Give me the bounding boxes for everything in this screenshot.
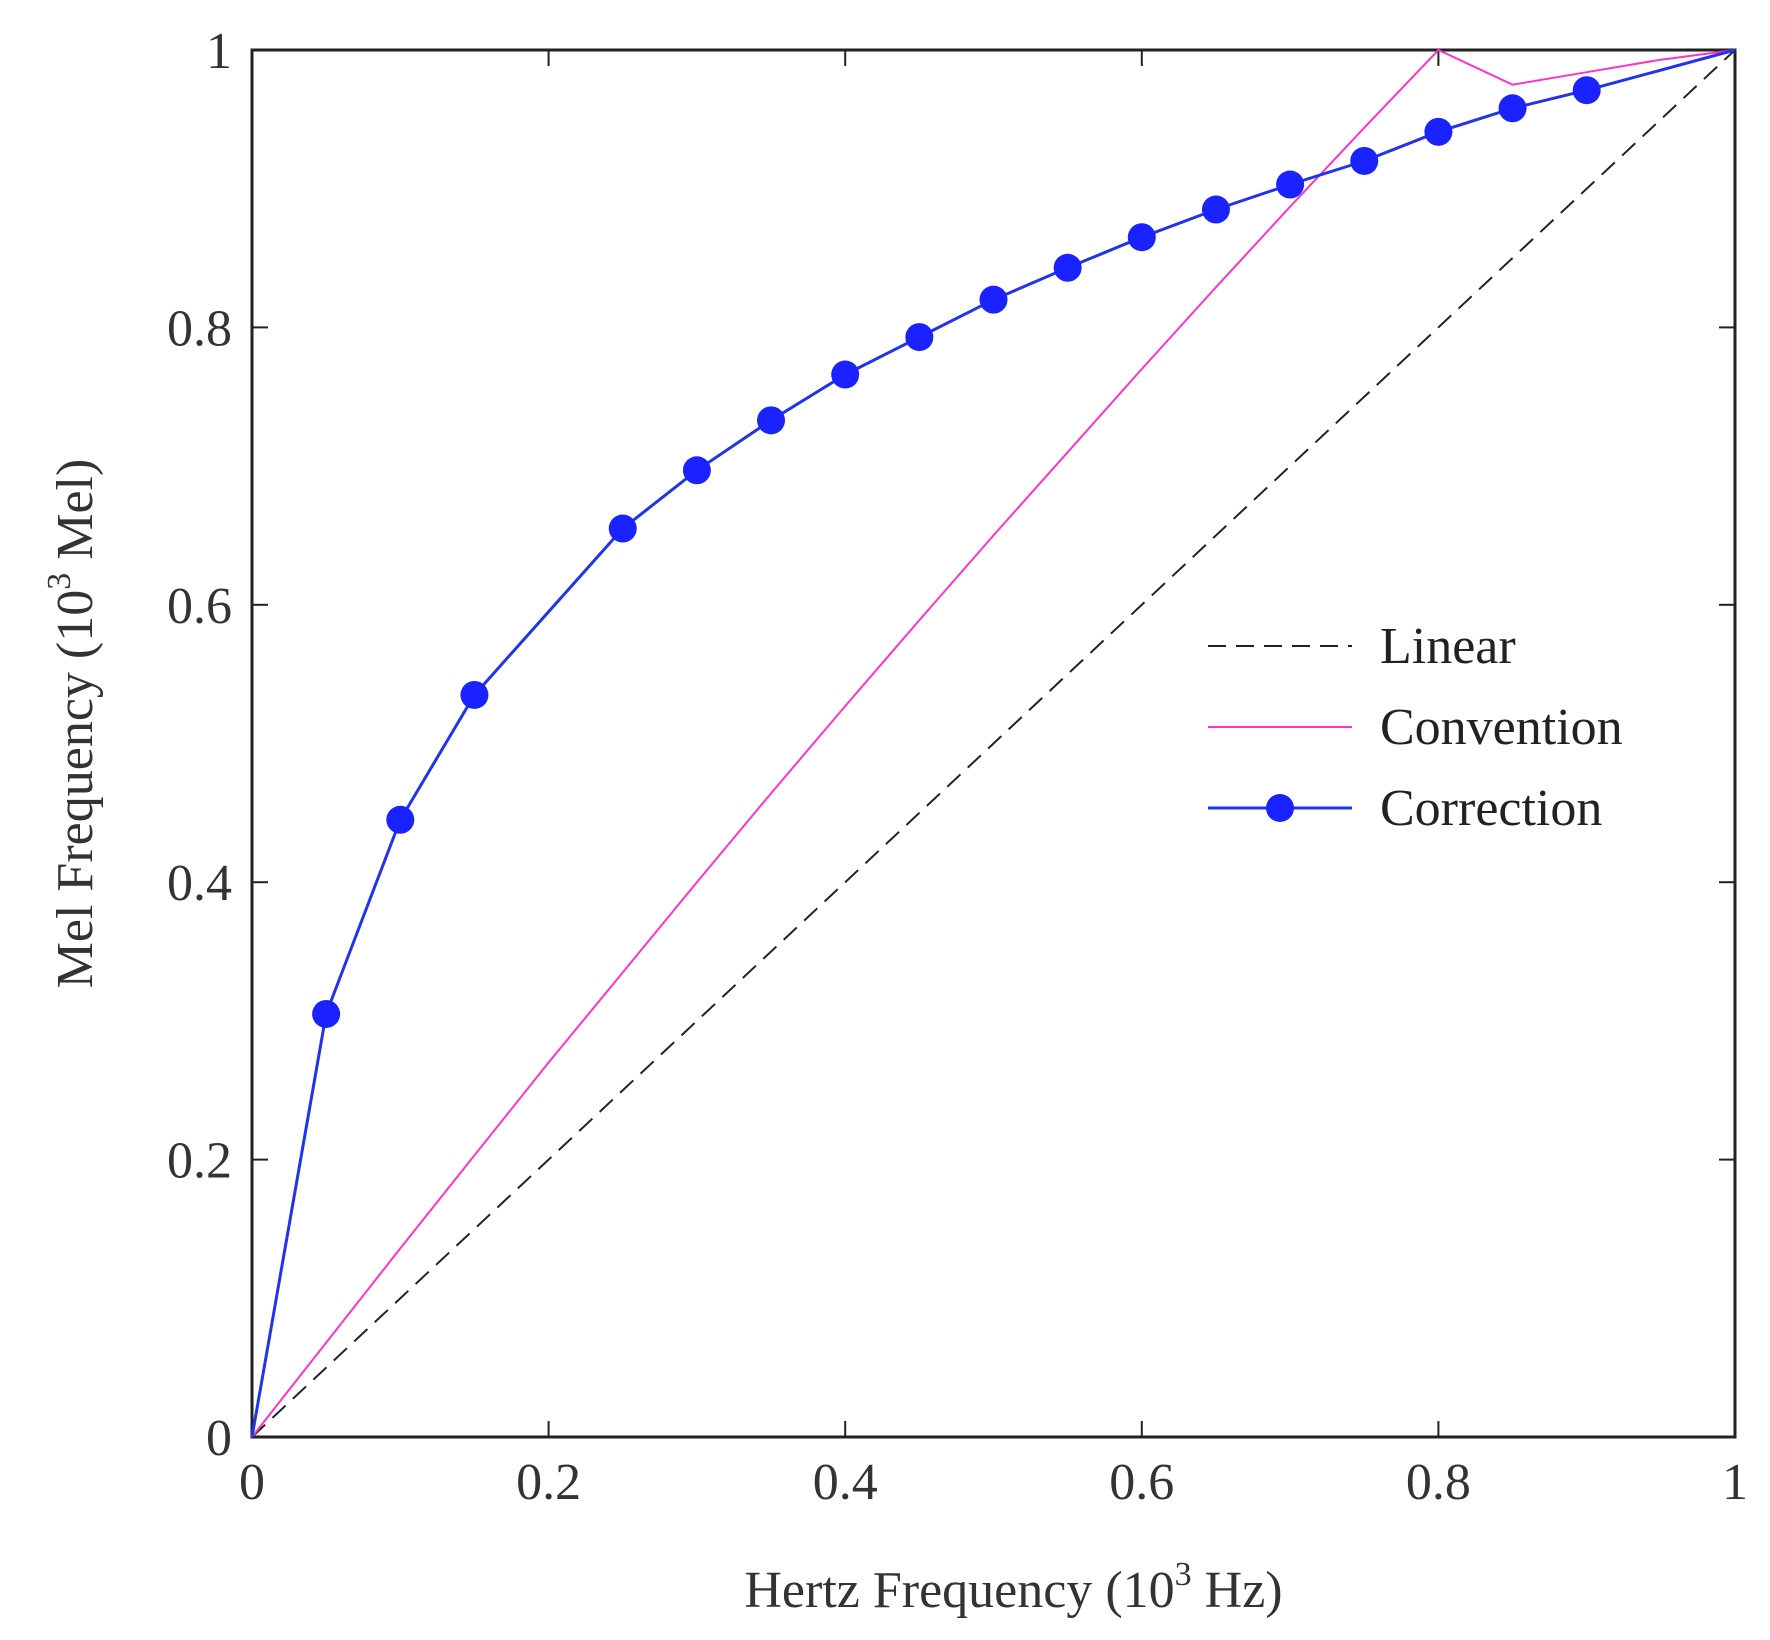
- data-point: [386, 805, 415, 834]
- series-linear: [251, 49, 1736, 1438]
- data-point: [1201, 195, 1230, 224]
- y-tick-label: 1: [206, 23, 232, 80]
- series-line-convention: [251, 48, 1736, 1438]
- legend: Linear Convention Correction: [1208, 618, 1623, 837]
- data-point: [979, 285, 1008, 314]
- legend-item-convention: Convention: [1208, 699, 1623, 756]
- y-axis-title-main: Mel Frequency: [47, 659, 104, 988]
- series-correction: [250, 48, 1736, 1438]
- x-axis-unit-exp: 3: [1175, 1556, 1192, 1593]
- data-point: [682, 456, 711, 485]
- legend-item-correction: Correction: [1208, 780, 1602, 837]
- series-line-linear: [251, 49, 1736, 1438]
- data-point: [1127, 223, 1156, 252]
- x-tick-label: 0.2: [516, 1454, 581, 1511]
- axes-layer: [250, 48, 1737, 1439]
- legend-swatch-marker: [1266, 794, 1294, 822]
- y-axis-unit-close: Mel): [47, 459, 104, 573]
- legend-label: Linear: [1380, 618, 1516, 675]
- data-point: [1572, 76, 1601, 105]
- x-axis-title: Hertz Frequency (103 Hz): [744, 1556, 1282, 1619]
- data-point: [1053, 253, 1082, 282]
- axis-labels: 0 0.2 0.4 0.6 0.8 1 0 0.2 0.4 0.6 0.8 1 Hertz Freque…: [41, 23, 1748, 1619]
- legend-label: Correction: [1380, 780, 1602, 837]
- data-point: [757, 406, 786, 435]
- x-axis-title-main: Hertz Frequency: [744, 1562, 1105, 1619]
- y-tick-label: 0.4: [167, 855, 232, 912]
- data-point: [905, 323, 934, 352]
- x-tick-label: 0.6: [1109, 1454, 1174, 1511]
- x-tick-label: 1: [1722, 1454, 1748, 1511]
- data-point: [608, 514, 637, 543]
- data-point: [312, 999, 341, 1028]
- y-tick-label: 0.6: [167, 578, 232, 635]
- x-tick-label: 0: [239, 1454, 265, 1511]
- data-point: [1350, 146, 1379, 175]
- y-axis-title: Mel Frequency (103 Mel): [41, 459, 104, 989]
- x-axis-unit-close: Hz): [1192, 1562, 1283, 1619]
- data-point: [831, 360, 860, 389]
- data-point: [1276, 170, 1305, 199]
- x-tick-label: 0.4: [813, 1454, 878, 1511]
- legend-label: Convention: [1380, 699, 1623, 756]
- y-tick-label: 0: [206, 1410, 232, 1467]
- x-tick-label: 0.8: [1406, 1454, 1471, 1511]
- data-point: [460, 680, 489, 709]
- y-axis-unit-exp: 3: [41, 573, 78, 590]
- y-tick-label: 0.8: [167, 300, 232, 357]
- y-axis-unit-open: (10: [47, 590, 104, 659]
- x-axis-unit-open: (10: [1105, 1562, 1174, 1619]
- plot-frame: [250, 48, 1737, 1439]
- legend-item-linear: Linear: [1208, 618, 1516, 675]
- y-tick-label: 0.2: [167, 1133, 232, 1190]
- series-convention: [251, 48, 1736, 1438]
- data-point: [1424, 117, 1453, 146]
- series-layer: [250, 48, 1736, 1438]
- data-point: [1498, 94, 1527, 123]
